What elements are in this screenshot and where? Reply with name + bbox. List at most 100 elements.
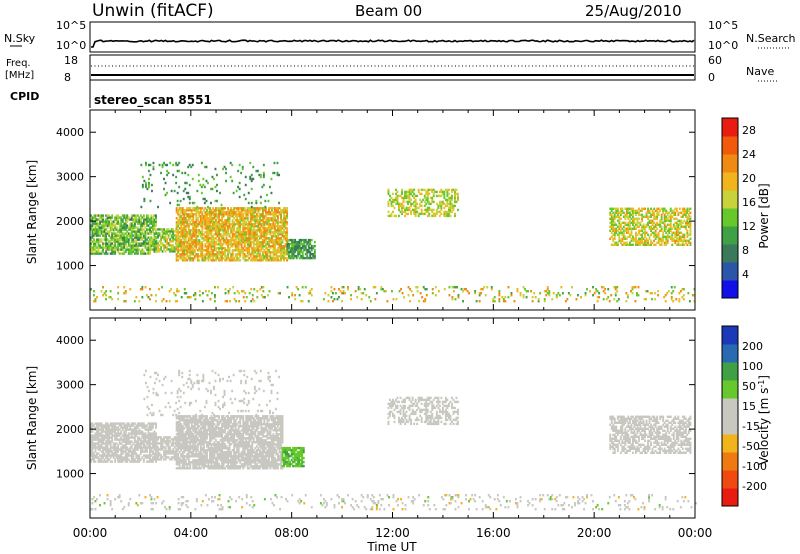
heatmap-cell (196, 211, 199, 214)
heatmap-cell (233, 225, 236, 228)
heatmap-cell (686, 239, 689, 242)
heatmap-cell (261, 251, 264, 254)
heatmap-cell (654, 217, 657, 220)
heatmap-cell (281, 251, 284, 254)
heatmap-cell (108, 458, 111, 461)
heatmap-cell (641, 217, 643, 220)
heatmap-cell (243, 221, 246, 224)
heatmap-cell (124, 250, 127, 253)
heatmap-cell (268, 213, 270, 216)
heatmap-cell (170, 458, 173, 461)
heatmap-cell (437, 210, 440, 214)
heatmap-cell (231, 209, 234, 212)
heatmap-cell (215, 213, 217, 216)
heatmap-cell (152, 432, 154, 435)
heatmap-cell (438, 214, 441, 218)
heatmap-cell (100, 220, 103, 223)
heatmap-cell (141, 296, 144, 299)
heatmap-cell (420, 212, 423, 216)
heatmap-cell (115, 246, 118, 249)
heatmap-cell (121, 232, 124, 235)
heatmap-cell (687, 239, 690, 242)
heatmap-cell (252, 223, 255, 226)
heatmap-cell (197, 173, 200, 177)
heatmap-cell (109, 448, 112, 451)
heatmap-cell (195, 217, 198, 220)
heatmap-cell (199, 231, 202, 234)
heatmap-cell (303, 242, 306, 246)
heatmap-cell (275, 249, 278, 252)
heatmap-cell (155, 222, 157, 225)
heatmap-cell (454, 204, 456, 208)
heatmap-cell (687, 241, 690, 244)
heatmap-cell (242, 213, 245, 216)
heatmap-cell (106, 448, 109, 451)
heatmap-cell (109, 432, 112, 435)
heatmap-cell (264, 207, 267, 210)
heatmap-cell (150, 426, 153, 429)
heatmap-cell (106, 224, 109, 227)
heatmap-cell (147, 242, 150, 245)
heatmap-cell (169, 446, 172, 449)
heatmap-cell (135, 242, 138, 245)
heatmap-cell (275, 215, 278, 218)
heatmap-cell (281, 227, 284, 230)
heatmap-cell (689, 207, 692, 210)
heatmap-cell (680, 225, 683, 228)
heatmap-cell (248, 225, 251, 228)
heatmap-cell (246, 241, 249, 244)
heatmap-cell (106, 214, 109, 217)
heatmap-cell (124, 460, 127, 463)
heatmap-cell (444, 204, 447, 208)
heatmap-cell (202, 221, 205, 224)
heatmap-cell (245, 255, 248, 258)
heatmap-cell (249, 227, 252, 230)
heatmap-cell (607, 296, 610, 299)
heatmap-cell (237, 259, 240, 262)
heatmap-cell (230, 237, 233, 240)
heatmap-cell (153, 232, 156, 235)
heatmap-cell (616, 229, 619, 232)
heatmap-cell (123, 244, 126, 247)
heatmap-cell (94, 444, 97, 447)
heatmap-cell (248, 241, 251, 244)
heatmap-cell (135, 460, 138, 463)
heatmap-cell (431, 198, 434, 202)
heatmap-cell (407, 190, 409, 194)
heatmap-cell (150, 436, 153, 439)
heatmap-cell (255, 255, 258, 258)
heatmap-cell (147, 228, 150, 231)
heatmap-cell (148, 177, 150, 181)
heatmap-cell (109, 436, 112, 439)
heatmap-cell (635, 213, 637, 216)
heatmap-cell (161, 438, 164, 441)
heatmap-cell (123, 426, 126, 429)
heatmap-cell (419, 204, 422, 208)
heatmap-cell (632, 217, 634, 220)
heatmap-cell (112, 454, 115, 457)
heatmap-cell (126, 454, 129, 457)
heatmap-cell (225, 231, 228, 234)
heatmap-cell (284, 257, 287, 260)
heatmap-cell (233, 249, 236, 252)
heatmap-cell (149, 456, 151, 459)
heatmap-cell (94, 434, 97, 437)
heatmap-cell (284, 249, 287, 252)
heatmap-cell (204, 225, 207, 228)
heatmap-cell (142, 232, 145, 235)
heatmap-cell (278, 233, 281, 236)
heatmap-cell (266, 211, 269, 214)
heatmap-cell (645, 213, 648, 216)
heatmap-cell (261, 241, 264, 244)
heatmap-cell (177, 231, 180, 234)
heatmap-cell (278, 251, 281, 254)
heatmap-cell (142, 440, 145, 443)
heatmap-cell (135, 446, 138, 449)
heatmap-cell (141, 286, 144, 289)
heatmap-cell (651, 298, 653, 301)
heatmap-cell (214, 185, 217, 189)
heatmap-cell (207, 231, 210, 234)
heatmap-cell (426, 210, 429, 214)
heatmap-cell (610, 227, 613, 230)
heatmap-cell (210, 259, 213, 262)
